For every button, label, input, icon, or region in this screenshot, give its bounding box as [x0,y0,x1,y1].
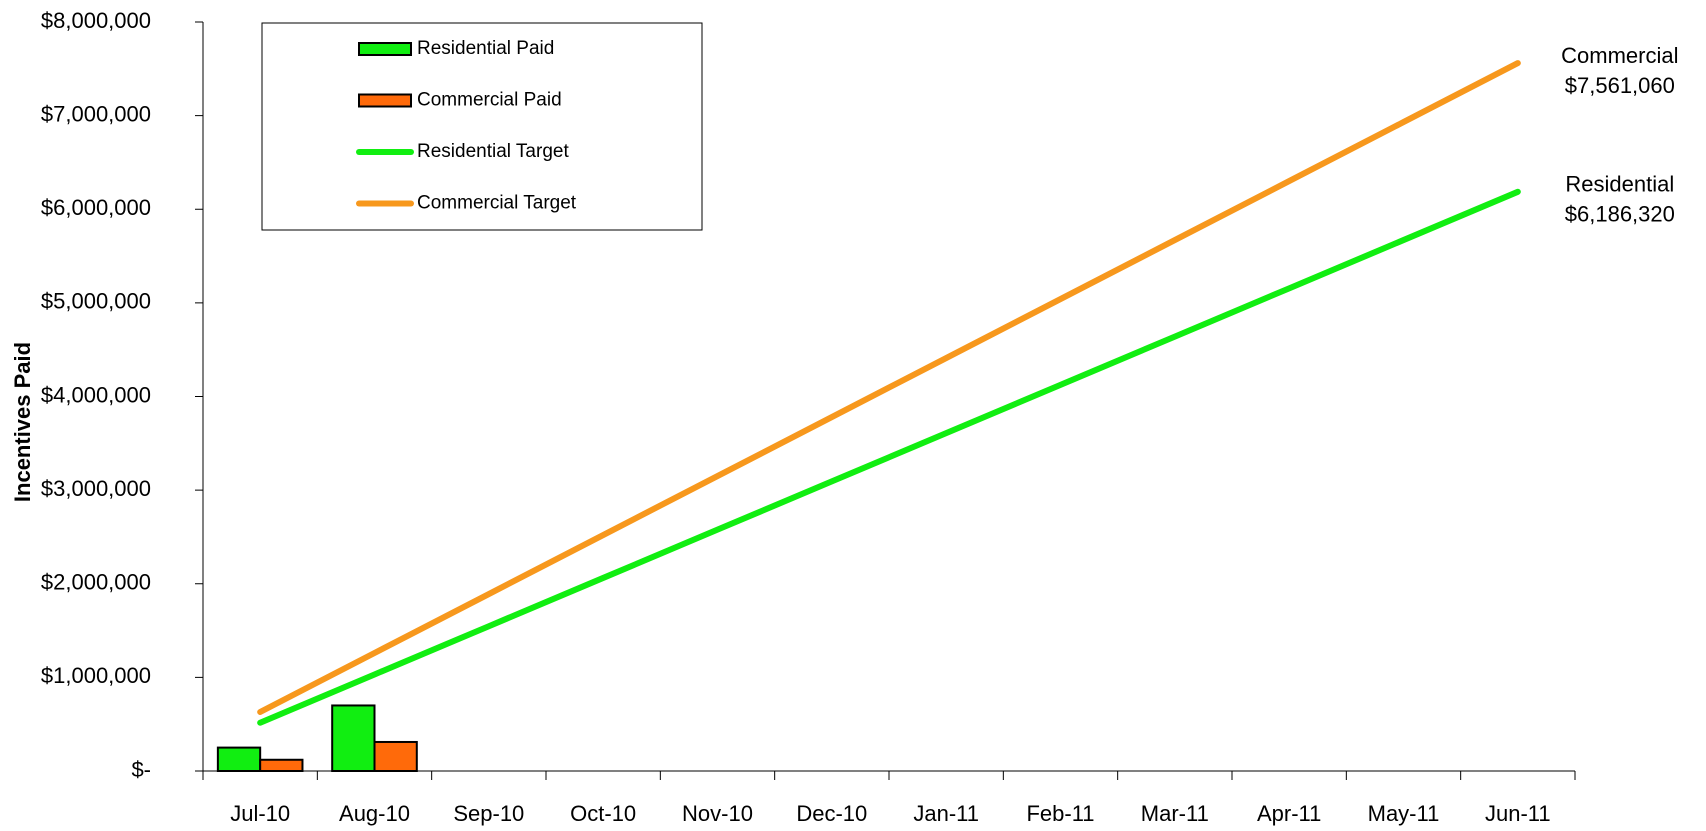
legend-label: Residential Target [417,141,569,162]
y-tick-label: $1,000,000 [41,663,151,688]
bar [373,740,418,773]
x-tick-label: Jun-11 [1485,801,1551,826]
y-tick-label: $4,000,000 [41,382,151,407]
x-tick-label: Nov-10 [682,801,753,826]
x-tick-label: Feb-11 [1026,801,1094,826]
end-label-value: $6,186,320 [1565,202,1675,227]
x-tick-label: Jan-11 [913,801,979,826]
y-tick-label: $- [131,757,151,782]
line [257,188,1521,726]
x-tick-label: Apr-11 [1257,801,1321,826]
end-label-value: $7,561,060 [1565,73,1675,98]
legend-label: Residential Paid [417,38,554,59]
end-label-name: Residential [1565,172,1674,197]
legend-swatch [358,93,412,108]
legend-label: Commercial Paid [417,90,562,111]
y-axis-label: Incentives Paid [10,342,35,502]
bar [216,746,262,772]
legend-label: Commercial Target [417,193,577,214]
bar [331,704,376,773]
end-label-name: Commercial [1561,43,1678,68]
x-tick-label: Sep-10 [453,801,524,826]
x-tick-label: Dec-10 [796,801,867,826]
y-tick-label: $6,000,000 [41,195,151,220]
line [257,60,1521,716]
y-tick-label: $3,000,000 [41,476,151,501]
y-tick-label: $7,000,000 [41,101,151,126]
x-tick-label: Oct-10 [570,801,636,826]
bar [259,758,304,773]
x-tick-label: Jul-10 [230,801,290,826]
y-tick-label: $5,000,000 [41,289,151,314]
legend-box [261,22,703,231]
y-tick-label: $2,000,000 [41,570,151,595]
legend-swatch [358,42,412,56]
x-tick-label: May-11 [1368,801,1440,826]
y-tick-label: $8,000,000 [41,8,151,33]
x-tick-label: Mar-11 [1141,801,1209,826]
x-tick-label: Aug-10 [339,801,410,826]
